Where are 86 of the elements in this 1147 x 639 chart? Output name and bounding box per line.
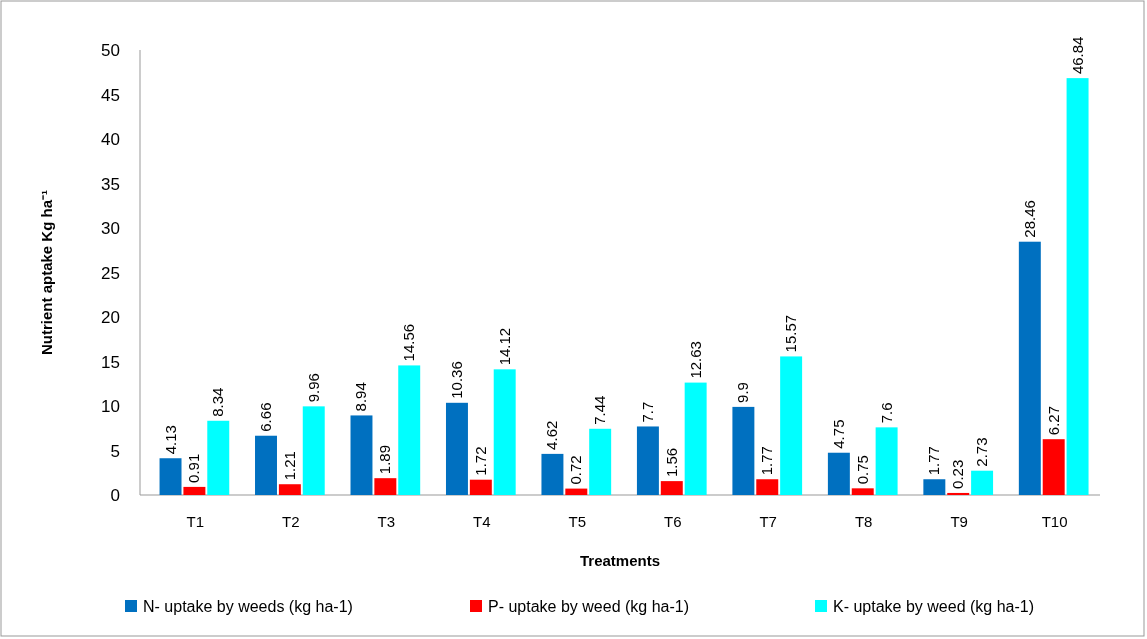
bar — [374, 478, 397, 495]
bar — [971, 470, 994, 495]
legend-label: N- uptake by weeds (kg ha-1) — [143, 598, 353, 615]
bar — [207, 420, 230, 495]
y-tick-label: 5 — [110, 441, 120, 461]
x-tick-label: T8 — [854, 513, 873, 530]
y-tick-label: 30 — [101, 219, 120, 238]
bar — [493, 369, 516, 495]
bar — [660, 481, 683, 495]
x-tick-label: T7 — [759, 513, 777, 530]
data-label: 2.73 — [973, 437, 991, 467]
y-tick-label: 35 — [101, 174, 120, 194]
data-label: 1.56 — [662, 447, 680, 478]
bar — [947, 492, 970, 495]
data-label: 6.27 — [1044, 405, 1062, 436]
x-tick-label: T5 — [568, 513, 587, 530]
bar — [684, 382, 707, 495]
data-label: 0.91 — [185, 453, 203, 483]
data-label: 1.89 — [376, 444, 394, 475]
y-tick-label: 45 — [101, 85, 120, 105]
bar — [541, 453, 564, 495]
data-label: 7.44 — [591, 395, 609, 425]
y-tick-label: 10 — [101, 397, 120, 416]
y-tick-label: 50 — [101, 41, 120, 60]
data-label: 8.94 — [352, 382, 370, 412]
bar — [780, 356, 803, 495]
bar — [350, 415, 373, 495]
data-label: 4.13 — [161, 425, 179, 455]
y-tick-label: 25 — [101, 263, 120, 283]
data-label: 1.72 — [471, 446, 489, 476]
data-label: 9.96 — [304, 373, 322, 403]
x-tick-label: T4 — [473, 513, 491, 530]
legend-label: P- uptake by weed (kg ha-1) — [488, 598, 689, 615]
y-tick-label: 15 — [101, 352, 120, 372]
y-tick-label: 40 — [101, 130, 120, 149]
x-tick-label: T6 — [663, 513, 682, 530]
x-tick-label: T3 — [377, 513, 396, 530]
bar — [445, 402, 468, 495]
data-label: 1.21 — [280, 451, 298, 481]
bar — [565, 488, 588, 495]
bar — [732, 406, 755, 495]
y-tick-label: 20 — [101, 308, 120, 327]
x-axis-title: Treatments — [579, 552, 661, 569]
x-tick-label: T2 — [282, 513, 300, 530]
data-label: 10.36 — [447, 361, 465, 399]
data-label: 7.7 — [638, 401, 656, 423]
bar — [469, 479, 492, 495]
bar — [1042, 439, 1065, 495]
data-label: 4.75 — [829, 419, 847, 449]
bar — [398, 365, 421, 495]
data-label: 8.34 — [209, 387, 227, 417]
data-label: 4.62 — [543, 420, 561, 450]
legend-label: K- uptake by weed (kg ha-1) — [833, 598, 1034, 615]
bar — [589, 428, 612, 495]
y-axis-title: Nutrient aptake Kg ha⁻¹ — [38, 189, 55, 356]
bar — [255, 435, 277, 495]
bar — [1018, 241, 1041, 495]
x-tick-label: T1 — [186, 513, 205, 530]
bar — [159, 458, 182, 495]
bar — [278, 484, 301, 495]
bar — [183, 486, 206, 495]
bar — [827, 452, 850, 495]
data-label: 7.6 — [877, 402, 895, 424]
data-label: 0.72 — [567, 455, 585, 485]
data-label: 1.77 — [758, 446, 776, 476]
bar — [302, 406, 325, 495]
data-label: 6.66 — [257, 402, 275, 432]
y-tick-label: 0 — [110, 486, 120, 505]
bar — [923, 479, 946, 495]
bar — [1066, 78, 1089, 495]
bar — [851, 488, 874, 495]
data-label: 14.56 — [400, 323, 418, 362]
data-label: 12.63 — [686, 341, 704, 379]
data-label: 15.57 — [782, 314, 800, 353]
data-label: 46.84 — [1068, 36, 1086, 75]
data-label: 1.77 — [925, 446, 943, 476]
bar — [636, 426, 659, 495]
data-label: 0.75 — [853, 455, 871, 485]
data-label: 28.46 — [1020, 200, 1038, 238]
bar — [756, 479, 779, 495]
bar — [875, 427, 898, 495]
data-label: 0.23 — [949, 459, 967, 489]
data-label: 14.12 — [495, 327, 513, 366]
x-tick-label: T10 — [1041, 513, 1068, 530]
x-tick-label: T9 — [950, 513, 968, 530]
data-label: 9.9 — [734, 382, 752, 403]
